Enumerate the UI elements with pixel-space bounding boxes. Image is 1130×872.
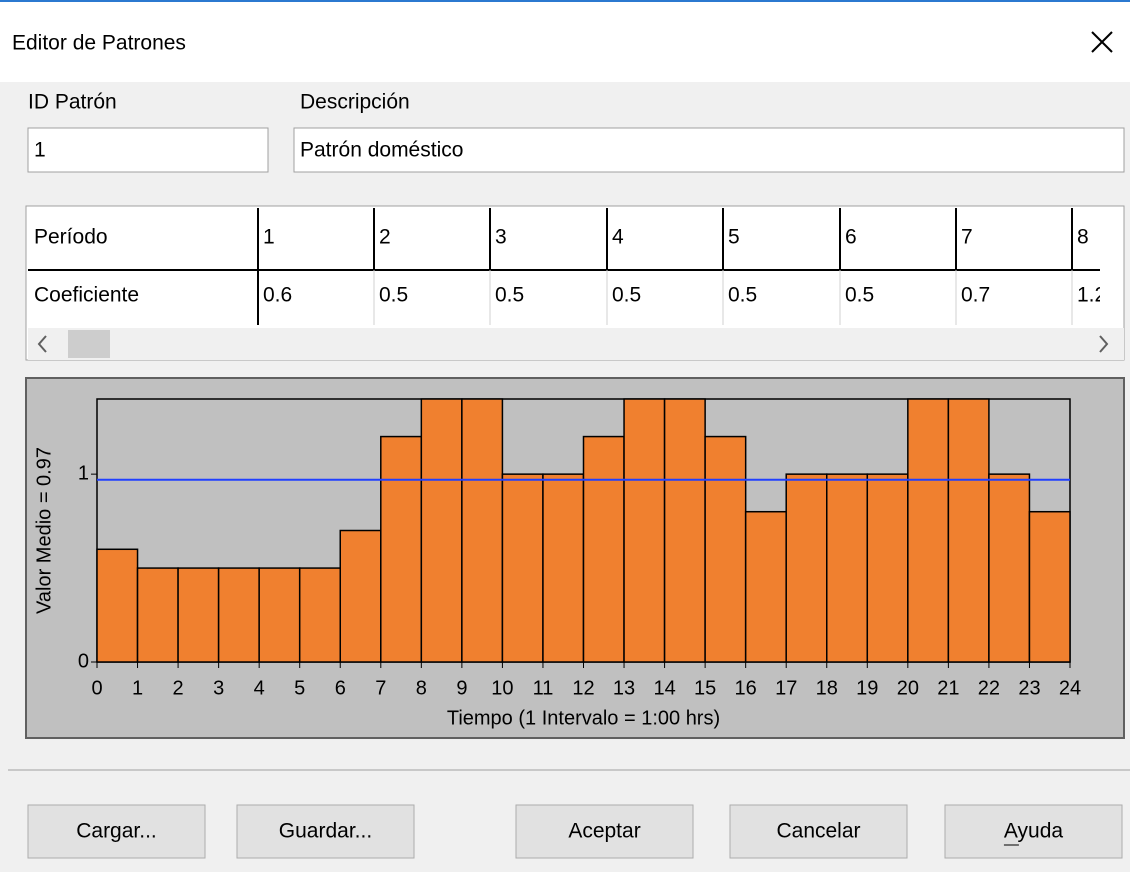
coefficient[interactable]: 0.5 (728, 284, 757, 307)
button-label: Aceptar (568, 820, 640, 843)
x-tick-label: 11 (533, 677, 554, 699)
x-tick-label: 8 (416, 677, 427, 699)
bar (744, 510, 787, 663)
x-tick-label: 24 (1059, 677, 1081, 699)
button-label: Cancelar (776, 820, 860, 843)
bar (582, 435, 625, 663)
coefficient[interactable]: 0.5 (495, 284, 524, 307)
x-tick-label: 5 (294, 677, 305, 699)
scroll-right[interactable] (1099, 335, 1109, 353)
coefficient[interactable]: 0.6 (263, 284, 292, 307)
row-label: Coeficiente (34, 284, 139, 307)
x-tick-label: 9 (456, 677, 467, 699)
bar (1028, 510, 1071, 663)
x-tick-label: 0 (91, 677, 102, 699)
bar (258, 567, 301, 663)
period: 8 (1077, 226, 1089, 249)
bar (339, 529, 382, 663)
bar (866, 473, 909, 663)
bar (785, 473, 828, 663)
bar (623, 398, 666, 663)
bar (380, 435, 423, 663)
period: 4 (612, 226, 624, 249)
x-tick-label: 17 (775, 677, 797, 699)
x-tick-label: 4 (254, 677, 265, 699)
period: 6 (845, 226, 857, 249)
bar (461, 398, 504, 663)
period: 5 (728, 226, 740, 249)
y-tick-label: 0 (78, 650, 89, 672)
bar (826, 473, 869, 663)
bar (96, 548, 139, 663)
bar (217, 567, 260, 663)
bar (501, 473, 544, 663)
button[interactable] (944, 804, 1123, 859)
button-label: Cargar... (76, 820, 157, 843)
x-tick-label: 13 (613, 677, 635, 699)
button[interactable] (515, 804, 694, 859)
period: 2 (379, 226, 391, 249)
coefficient[interactable]: 0.5 (379, 284, 408, 307)
button[interactable] (236, 804, 415, 859)
scroll-left[interactable] (37, 335, 47, 353)
x-tick-label: 6 (335, 677, 346, 699)
period: 3 (495, 226, 507, 249)
x-tick-label: 20 (897, 677, 919, 699)
bar (136, 567, 179, 663)
button[interactable] (729, 804, 908, 859)
bar (420, 398, 463, 663)
x-tick-label: 22 (978, 677, 1000, 699)
coefficient[interactable]: 1.2 (1077, 284, 1106, 307)
title-bar (0, 0, 1130, 82)
id-input[interactable] (27, 127, 269, 173)
bar (663, 398, 706, 663)
x-tick-label: 12 (572, 677, 594, 699)
coefficient[interactable]: 0.7 (961, 284, 990, 307)
x-tick-label: 10 (491, 677, 513, 699)
x-tick-label: 3 (213, 677, 224, 699)
desc-label: Descripción (300, 91, 410, 114)
window-border (0, 0, 1130, 2)
desc-input[interactable] (293, 127, 1125, 173)
bar (907, 398, 950, 663)
chart: 0 1 2 3 4 5 6 7 8 9 10 11 12 13 14 15 16 17 18 19 20 21 22 23 24… (33, 398, 1081, 729)
table-body: Período Coeficiente 1 0.6 2 0.5 3 0.5 4 0.5 5 0.5… (28, 208, 1106, 325)
close-button[interactable] (1091, 31, 1113, 53)
button[interactable] (27, 804, 206, 859)
x-axis-label: Tiempo (1 Intervalo = 1:00 hrs) (447, 707, 720, 729)
x-tick-label: 2 (173, 677, 184, 699)
x-tick-label: 1 (132, 677, 143, 699)
bar (947, 398, 990, 663)
id-value: 1 (34, 139, 46, 162)
coefficient[interactable]: 0.5 (845, 284, 874, 307)
x-tick-label: 16 (735, 677, 757, 699)
y-axis-label: Valor Medio = 0.97 (33, 447, 55, 614)
bar (988, 473, 1031, 663)
button-label: Guardar... (279, 820, 372, 843)
button-label: Ayuda (1004, 820, 1063, 843)
x-tick-label: 7 (375, 677, 386, 699)
x-tick-label: 19 (856, 677, 878, 699)
x-tick-label: 14 (653, 677, 675, 699)
id-label: ID Patrón (28, 91, 117, 114)
buttons: Cargar... Guardar... Aceptar Cancelar Ayuda (27, 804, 1123, 859)
period: 7 (961, 226, 973, 249)
bar (542, 473, 585, 663)
scroll-thumb[interactable] (68, 330, 110, 358)
desc-value: Patrón doméstico (300, 139, 463, 162)
bar (177, 567, 220, 663)
x-tick-label: 23 (1018, 677, 1040, 699)
period: 1 (263, 226, 275, 249)
scrollbar[interactable] (28, 328, 1124, 360)
coefficient[interactable]: 0.5 (612, 284, 641, 307)
x-tick-label: 15 (694, 677, 716, 699)
window-title: Editor de Patrones (12, 32, 186, 55)
bar (704, 435, 747, 663)
bar (298, 567, 342, 663)
x-tick-label: 18 (816, 677, 838, 699)
x-tick-label: 21 (937, 677, 959, 699)
header-label: Período (34, 226, 108, 249)
y-tick-label: 1 (78, 462, 89, 484)
